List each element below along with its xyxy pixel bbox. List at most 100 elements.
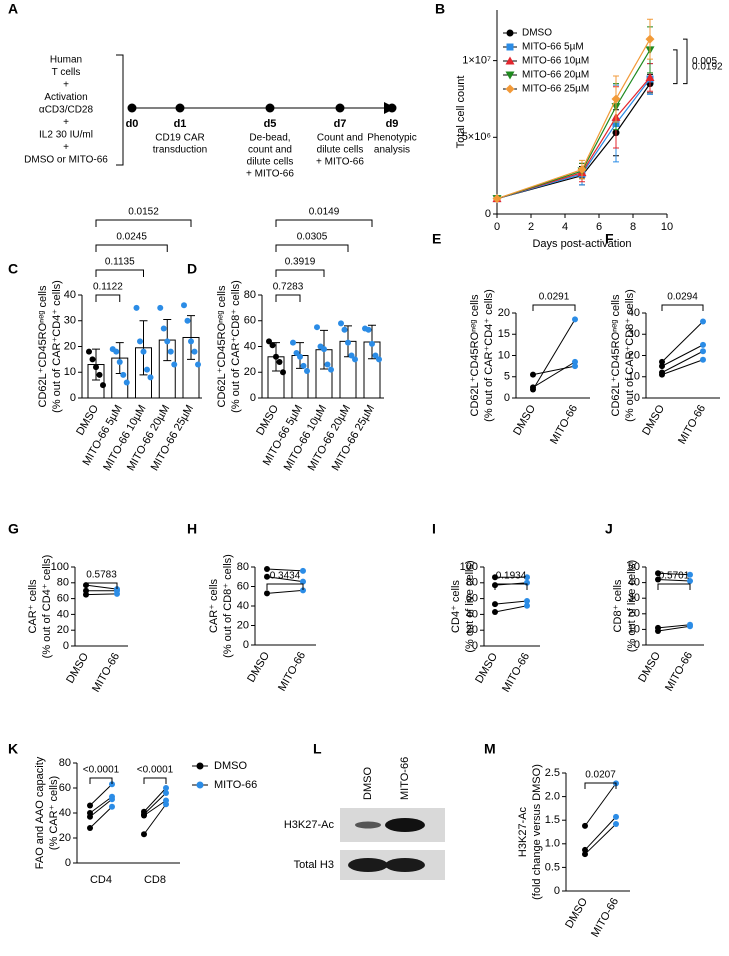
y-axis-label: CD62L⁺CD45ROⁿᵉᵍ cells xyxy=(610,294,622,416)
data-point xyxy=(280,369,286,376)
p-value: 0.0152 xyxy=(128,207,159,218)
data-point xyxy=(163,801,169,808)
error-bar xyxy=(139,320,148,376)
data-point xyxy=(524,597,530,604)
data-point xyxy=(687,578,693,585)
data-point xyxy=(140,348,147,355)
data-point xyxy=(293,349,300,356)
y-tick-label: 10 xyxy=(628,371,640,383)
x-tick-label: 2 xyxy=(528,221,534,233)
panel-letter: G xyxy=(8,521,19,537)
series-line xyxy=(496,78,651,200)
x-tick-label: 4 xyxy=(562,221,568,233)
timepoint-text: + MITO-66 xyxy=(246,169,294,180)
significance-bracket xyxy=(95,294,121,302)
data-point xyxy=(352,356,358,363)
data-point xyxy=(341,326,348,333)
data-point xyxy=(181,302,187,309)
y-axis-label: CD62L⁺CD45ROⁿᵉᵍ cells xyxy=(37,285,49,407)
y-tick-label: 20 xyxy=(466,624,478,636)
data-point xyxy=(147,374,154,381)
y-tick-label: 40 xyxy=(57,608,69,620)
pair-line xyxy=(266,576,304,583)
significance-bracket xyxy=(673,49,678,85)
data-point xyxy=(160,325,167,332)
y-axis-label: Total cell count xyxy=(455,76,467,149)
x-tick-label: DMSO xyxy=(64,651,91,686)
p-value: 0.005 xyxy=(692,56,717,67)
data-point xyxy=(655,627,661,634)
pair-line xyxy=(661,344,704,367)
timepoint-label: d7 xyxy=(334,118,347,130)
y-tick-label: 20 xyxy=(628,349,640,361)
y-axis-label: CD4⁺ cells xyxy=(450,580,462,633)
y-tick-label: 50 xyxy=(628,561,640,573)
data-point xyxy=(163,790,169,796)
y-tick-label: 20 xyxy=(57,624,69,636)
legend-marker xyxy=(196,781,204,789)
pair-line xyxy=(266,568,304,572)
x-tick-label: DMSO xyxy=(636,650,663,685)
pair-line xyxy=(657,625,691,632)
data-point xyxy=(113,348,120,355)
timepoint xyxy=(335,103,345,113)
y-tick-label: 20 xyxy=(628,608,640,620)
data-point xyxy=(297,353,303,360)
panel-letter: K xyxy=(8,741,18,757)
legend-label: MITO-66 5µM xyxy=(522,42,584,53)
data-point xyxy=(273,353,279,360)
marker xyxy=(492,194,502,204)
x-tick-label: MITO-66 xyxy=(589,896,621,939)
x-tick-label: MITO-66 xyxy=(676,403,708,446)
data-point xyxy=(276,358,283,365)
data-point xyxy=(530,371,536,378)
data-point xyxy=(120,371,127,378)
y-axis-label: (% out of CAR⁺CD8⁺ cells) xyxy=(230,280,242,413)
data-point xyxy=(83,591,89,598)
data-point xyxy=(167,348,174,355)
y-tick-label: 2.5 xyxy=(545,767,560,779)
y-tick-label: 30 xyxy=(64,315,76,327)
marker xyxy=(505,84,515,94)
y-tick-label: 20 xyxy=(244,366,256,378)
pair-line xyxy=(89,783,113,806)
x-tick-label: MITO-66 xyxy=(276,650,308,693)
timepoint xyxy=(265,103,275,113)
y-tick-label: 80 xyxy=(57,577,69,589)
data-point xyxy=(687,623,693,630)
data-point xyxy=(300,587,306,594)
x-tick-label: 10 xyxy=(661,221,673,233)
data-point xyxy=(86,348,92,355)
y-tick-label: 0 xyxy=(243,639,249,651)
panel-letter: F xyxy=(605,231,614,247)
significance-bracket xyxy=(494,583,528,590)
panel-letter: C xyxy=(8,261,18,277)
pair-line xyxy=(494,605,528,613)
y-tick-label: 60 xyxy=(466,593,478,605)
y-tick-label: 20 xyxy=(498,307,510,319)
timepoint-text: + MITO-66 xyxy=(316,157,364,168)
panel-letter: J xyxy=(605,521,613,537)
row-label: Total H3 xyxy=(294,859,334,871)
condition-text: T cells xyxy=(52,67,81,78)
data-point xyxy=(191,348,198,355)
data-point xyxy=(290,339,296,346)
data-point xyxy=(304,367,310,374)
y-tick-label: 0 xyxy=(63,640,69,652)
y-axis-label: (% out of live cells) xyxy=(626,560,638,652)
p-value: 0.0149 xyxy=(309,207,340,218)
y-tick-label: 1×10⁷ xyxy=(462,55,491,67)
data-point xyxy=(269,342,276,349)
pair-line xyxy=(661,350,704,373)
p-value: 0.0245 xyxy=(116,232,147,243)
y-tick-label: 80 xyxy=(59,757,71,769)
y-tick-label: 10 xyxy=(498,349,510,361)
significance-bracket xyxy=(95,244,168,252)
y-axis-label: CAR⁺ cells xyxy=(27,579,39,634)
data-point xyxy=(369,340,375,347)
x-tick-label: 8 xyxy=(630,221,636,233)
timepoint-label: d5 xyxy=(264,118,277,130)
data-point xyxy=(87,813,93,820)
y-tick-label: 40 xyxy=(237,600,249,612)
